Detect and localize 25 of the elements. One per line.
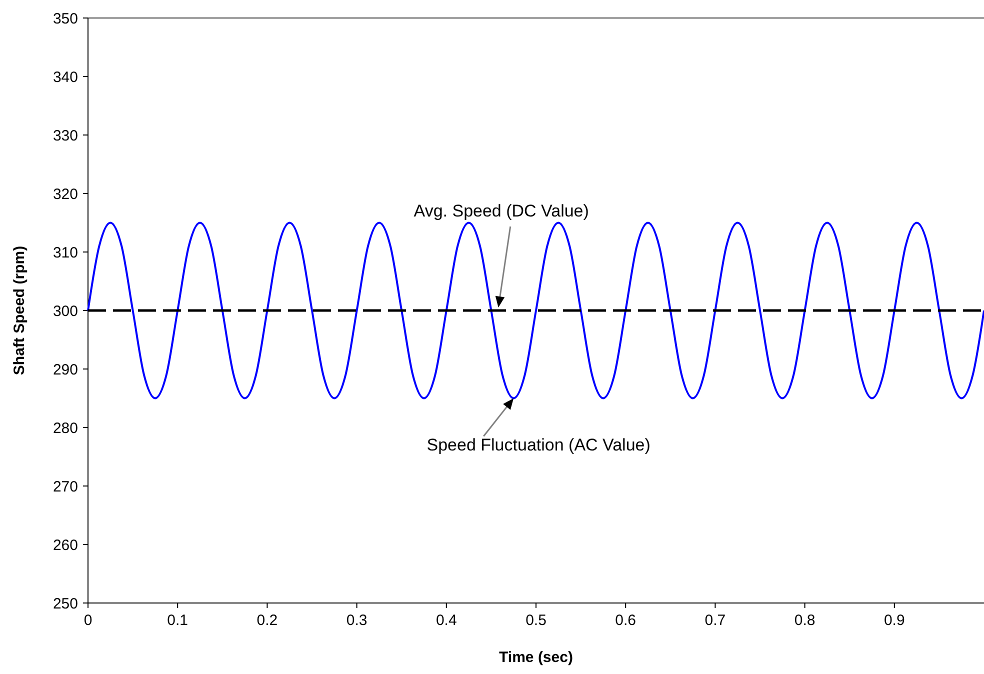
y-tick-label: 310 — [52, 244, 78, 262]
y-tick-label: 260 — [52, 536, 78, 554]
y-tick-label: 280 — [52, 420, 78, 437]
x-tick-label: 0.3 — [346, 612, 368, 629]
x-tick-label: 0.4 — [436, 612, 457, 629]
x-tick-label: 0.8 — [794, 612, 816, 629]
y-tick-label: 270 — [52, 478, 78, 496]
x-tick-label: 0.2 — [256, 612, 278, 629]
y-tick-label: 300 — [52, 302, 78, 320]
x-tick-label: 0.7 — [704, 612, 726, 629]
y-tick-label: 340 — [52, 68, 78, 86]
x-tick-label: 0.1 — [167, 612, 188, 629]
x-tick-label: 0 — [84, 612, 92, 629]
y-tick-label: 250 — [52, 595, 78, 612]
y-tick-label: 320 — [52, 186, 78, 203]
x-axis-title: Time (sec) — [499, 649, 573, 666]
y-tick-label: 290 — [52, 361, 78, 378]
annotation: Avg. Speed (DC Value) — [414, 202, 589, 220]
x-tick-label: 0.9 — [884, 612, 905, 629]
y-tick-label: 330 — [52, 127, 78, 144]
x-tick-label: 0.6 — [615, 612, 636, 629]
annotation: Speed Fluctuation (AC Value) — [426, 435, 650, 454]
y-tick-label: 350 — [52, 10, 78, 28]
x-tick-label: 0.5 — [526, 612, 546, 629]
y-axis-title: Shaft Speed (rpm) — [11, 246, 28, 376]
